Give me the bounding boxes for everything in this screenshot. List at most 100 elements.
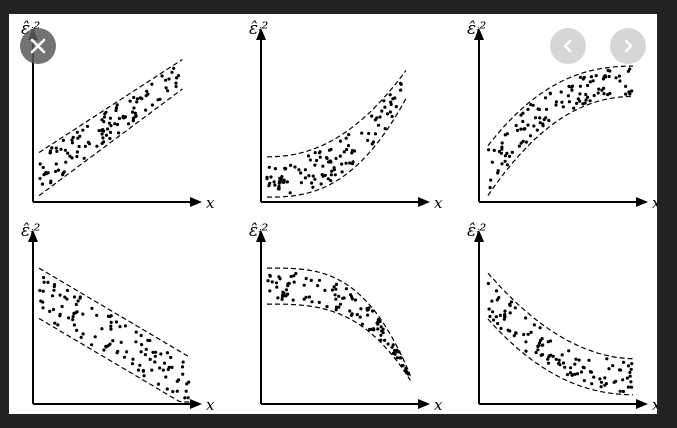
residual-point [54, 162, 58, 166]
residual-point [503, 159, 507, 163]
residual-point [126, 122, 131, 126]
band-boundary [487, 65, 633, 146]
residual-point [567, 84, 571, 88]
x-axis-label: x [206, 194, 215, 212]
residual-point [70, 138, 74, 142]
residual-point [161, 368, 165, 372]
x-axis-label: x [434, 396, 443, 414]
residual-point [386, 342, 390, 346]
residual-point [533, 116, 538, 120]
residual-point [376, 327, 380, 331]
residual-point [546, 357, 550, 361]
residual-point [596, 91, 600, 95]
residual-point [134, 340, 138, 344]
residual-point [280, 297, 284, 301]
next-image-button[interactable] [610, 28, 646, 64]
residual-point [401, 364, 405, 368]
residual-point [334, 287, 338, 291]
residual-point [109, 124, 113, 128]
residual-point [153, 360, 157, 364]
residual-point [338, 139, 342, 143]
residual-point [308, 158, 312, 162]
residual-point [41, 165, 45, 170]
residual-point [160, 74, 164, 78]
residual-point [171, 390, 175, 394]
residual-point [166, 89, 170, 93]
residual-point [372, 328, 376, 332]
residual-point [327, 160, 331, 164]
residual-point [58, 293, 62, 297]
residual-point [522, 127, 526, 131]
previous-image-button[interactable] [550, 28, 586, 64]
residual-point [333, 293, 337, 297]
band-boundary [38, 267, 191, 358]
residual-point [496, 171, 500, 175]
residual-point [567, 349, 571, 353]
residual-point [146, 338, 150, 342]
residual-point [578, 99, 582, 103]
residual-point [551, 354, 555, 358]
residual-point [334, 308, 338, 312]
residual-point [122, 355, 127, 359]
close-button[interactable] [20, 28, 56, 64]
residual-point [517, 144, 521, 148]
residual-point [318, 155, 322, 159]
residual-point [546, 361, 551, 365]
y-axis-arrow [256, 28, 266, 40]
residual-point [72, 295, 77, 299]
residual-point [175, 389, 179, 393]
residual-point [599, 380, 604, 384]
residual-point [104, 133, 109, 137]
residual-point [341, 296, 345, 300]
residual-point [286, 284, 290, 288]
residual-point [90, 306, 94, 310]
residual-point [544, 116, 548, 120]
residual-point [170, 70, 174, 74]
residual-point [588, 99, 592, 103]
residual-point [60, 304, 64, 309]
residual-point [505, 132, 509, 136]
residual-point [570, 88, 574, 92]
residual-point [51, 307, 56, 312]
residual-point [118, 325, 122, 329]
residual-point [383, 105, 387, 109]
band-boundary [38, 88, 183, 197]
residual-point [581, 77, 585, 81]
residual-point [621, 389, 626, 394]
residual-point [607, 74, 611, 79]
band-boundary [38, 317, 190, 403]
residual-point [526, 332, 530, 336]
residual-point [344, 161, 348, 165]
residual-point [109, 314, 113, 318]
residual-point [379, 325, 383, 329]
scatter-panel: ε̂ᵢ² x [249, 19, 443, 212]
residual-point [561, 105, 565, 109]
residual-point [323, 288, 327, 292]
band-boundary [267, 70, 407, 158]
x-axis-label: x [652, 194, 657, 212]
residual-point [134, 114, 138, 118]
residual-point [538, 326, 542, 330]
residual-point [311, 185, 315, 189]
residual-point [284, 294, 288, 298]
residual-point [334, 156, 338, 161]
residual-point [131, 119, 135, 123]
residual-point [266, 279, 270, 283]
residual-point [404, 369, 408, 373]
y-axis-label: ε̂ᵢ² [467, 221, 487, 241]
residual-point [289, 163, 293, 167]
residual-point [277, 275, 281, 279]
residual-point [144, 94, 148, 98]
residual-point [487, 307, 491, 311]
residual-point [116, 131, 121, 135]
y-axis-label: ε̂ᵢ² [467, 19, 487, 39]
residual-point [592, 93, 596, 98]
y-axis-label: ε̂ᵢ² [249, 221, 269, 241]
residual-point [347, 133, 351, 137]
residual-point [150, 82, 154, 86]
residual-point [399, 88, 403, 92]
residual-point [303, 176, 307, 180]
residual-point [317, 300, 321, 304]
residual-point [130, 362, 135, 366]
